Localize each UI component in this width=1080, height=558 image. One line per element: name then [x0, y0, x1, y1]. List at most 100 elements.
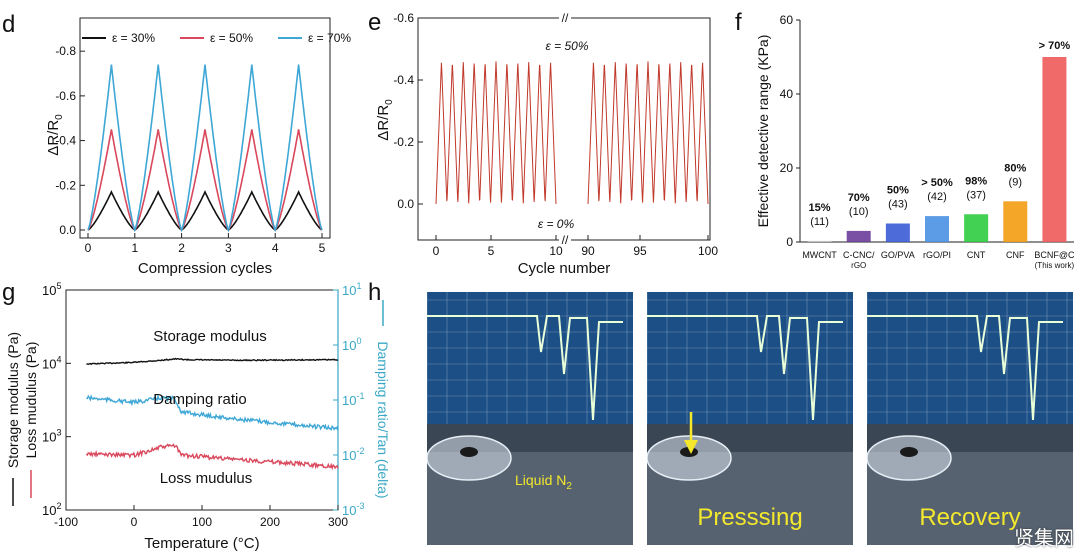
- y-tick-label-g-left: 102: [42, 501, 61, 518]
- x-tick-label-f-2: GO/PVA: [881, 250, 915, 260]
- y-tick-label-g-right: 10-3: [342, 501, 364, 518]
- y-tick-label-g-left: 103: [42, 428, 61, 445]
- annotation-e-strain50: ε = 50%: [546, 39, 589, 53]
- scope-screen: [647, 292, 853, 424]
- panel-label-e: e: [368, 9, 381, 36]
- x-tick-label-f-6: (This work): [1035, 261, 1075, 270]
- series-label-g-2: Loss mudulus: [160, 470, 253, 487]
- chart-d: d 0.0 -0.2 -0.4 -0.6 -0.8 0 1 2 3 4 5 Compression cy…: [2, 11, 351, 277]
- strain-label-f-2: 50%: [887, 185, 909, 197]
- y-tick-label-f: 0: [786, 235, 793, 249]
- x-axis-label-g: Temperature (°C): [144, 535, 259, 552]
- petri-dish: [647, 435, 732, 481]
- oscilloscope-photo-2: [647, 292, 853, 545]
- x-tick-label-f-1: C-CNC/: [843, 250, 875, 260]
- sample-block: [460, 447, 478, 457]
- x-tick-label-f-1: rGO: [851, 261, 866, 270]
- series-line-d-1: [87, 129, 323, 232]
- y-tick-label-g-left: 104: [42, 354, 61, 371]
- photo-liquid-n2: Liquid N2: [427, 292, 633, 545]
- y-tick-label-f: 40: [780, 87, 794, 101]
- bar-f-4: [964, 214, 989, 242]
- x-tick-label-e: 100: [698, 244, 718, 258]
- y-tick-label-d: 0.0: [59, 223, 76, 237]
- series-line-g-2: [85, 443, 339, 471]
- ref-label-f-1: (10): [849, 206, 869, 218]
- x-tick-label-g: 300: [328, 515, 348, 529]
- series-line-g-0: [86, 357, 339, 366]
- x-tick-label-f-0: MWCNT: [802, 250, 837, 260]
- y-tick-label-d: -0.2: [55, 178, 76, 192]
- x-tick-label-f-6: BCNF@C: [1034, 250, 1075, 260]
- scope-trace: [867, 315, 1063, 421]
- sample-block: [680, 447, 698, 457]
- y-tick-label-d: -0.4: [55, 134, 76, 148]
- y-axis-label-g-left: Storage modulus (Pa): [5, 332, 21, 468]
- series-line-e-right: [587, 61, 709, 205]
- x-tick-label-f-4: CNT: [967, 250, 986, 260]
- x-tick-label-e: 95: [633, 244, 647, 258]
- ref-label-f-4: (37): [966, 189, 986, 201]
- y-tick-label-e: -0.2: [393, 135, 414, 149]
- legend-label-d-1: ε = 50%: [210, 31, 253, 45]
- x-tick-label-g: 200: [260, 515, 280, 529]
- watermark-text: 贤集网: [1014, 526, 1074, 550]
- legend-label-d-2: ε = 70%: [308, 31, 351, 45]
- panel-label-g: g: [2, 279, 15, 306]
- y-tick-label-g-left: 105: [42, 281, 61, 298]
- y-tick-label-f: 60: [780, 13, 794, 27]
- panel-label-h: h: [368, 279, 381, 306]
- chart-f: f 0 20 40 60 Effective detective range (KPa) M…: [735, 9, 1075, 270]
- annotation-e-strain0: ε = 0%: [538, 217, 575, 231]
- x-tick-label-f-3: rGO/PI: [923, 250, 951, 260]
- y-tick-label-g-right: 10-1: [342, 391, 364, 408]
- bar-f-6: [1042, 57, 1067, 242]
- scope-trace: [647, 315, 843, 421]
- panel-label-d: d: [2, 11, 15, 38]
- photo-pressing: Presssing: [647, 292, 853, 545]
- ref-label-f-2: (43): [888, 199, 908, 211]
- strain-label-f-6: > 70%: [1039, 40, 1071, 52]
- scope-screen: [867, 292, 1073, 424]
- strain-label-f-0: 15%: [809, 202, 831, 214]
- y-tick-label-e: -0.6: [393, 11, 414, 25]
- series-label-g-0: Storage modulus: [153, 328, 266, 345]
- bar-f-5: [1003, 201, 1028, 242]
- petri-dish: [427, 435, 512, 481]
- x-tick-label-e: 5: [488, 244, 495, 258]
- x-tick-label-d: 2: [178, 241, 185, 255]
- y-axis-label-g-left2: Loss mudulus (Pa): [23, 342, 39, 459]
- x-tick-label-e: 90: [581, 244, 595, 258]
- x-tick-label-g: -100: [54, 515, 78, 529]
- y-tick-label-f: 20: [780, 161, 794, 175]
- x-tick-label-d: 5: [319, 241, 326, 255]
- photo-caption-pressing: Presssing: [697, 504, 803, 531]
- panel-label-f: f: [735, 9, 742, 36]
- x-tick-label-d: 1: [131, 241, 138, 255]
- ref-label-f-3: (42): [927, 191, 947, 203]
- x-tick-label-d: 3: [225, 241, 232, 255]
- series-line-d-2: [87, 64, 323, 233]
- plot-frame-d: [79, 17, 331, 239]
- x-axis-label-d: Compression cycles: [138, 260, 272, 277]
- x-tick-label-e: 10: [549, 244, 563, 258]
- chart-e: e 0.0 -0.2 -0.4 -0.6 0 5 10 90 95 100 // // Cycle num…: [368, 9, 718, 277]
- oscilloscope-photo-3: [867, 292, 1073, 545]
- y-tick-label-d: -0.8: [55, 44, 76, 58]
- strain-label-f-3: > 50%: [921, 177, 953, 189]
- axis-break-top: //: [562, 11, 569, 25]
- bar-f-0: [807, 240, 832, 242]
- bar-f-2: [885, 223, 910, 242]
- axis-break-bottom: //: [562, 233, 569, 247]
- y-axis-label-g-right: Damping ratio/Tan (delta): [375, 341, 391, 498]
- photo-caption-recovery: Recovery: [919, 504, 1021, 531]
- y-tick-label-e: 0.0: [397, 197, 414, 211]
- legend-label-d-0: ε = 30%: [112, 31, 155, 45]
- photo-recovery: Recovery: [867, 292, 1073, 545]
- scope-trace: [427, 315, 623, 421]
- x-tick-label-g: 100: [192, 515, 212, 529]
- y-axis-label-e: ΔR/R0: [375, 99, 395, 141]
- bar-f-3: [925, 216, 949, 242]
